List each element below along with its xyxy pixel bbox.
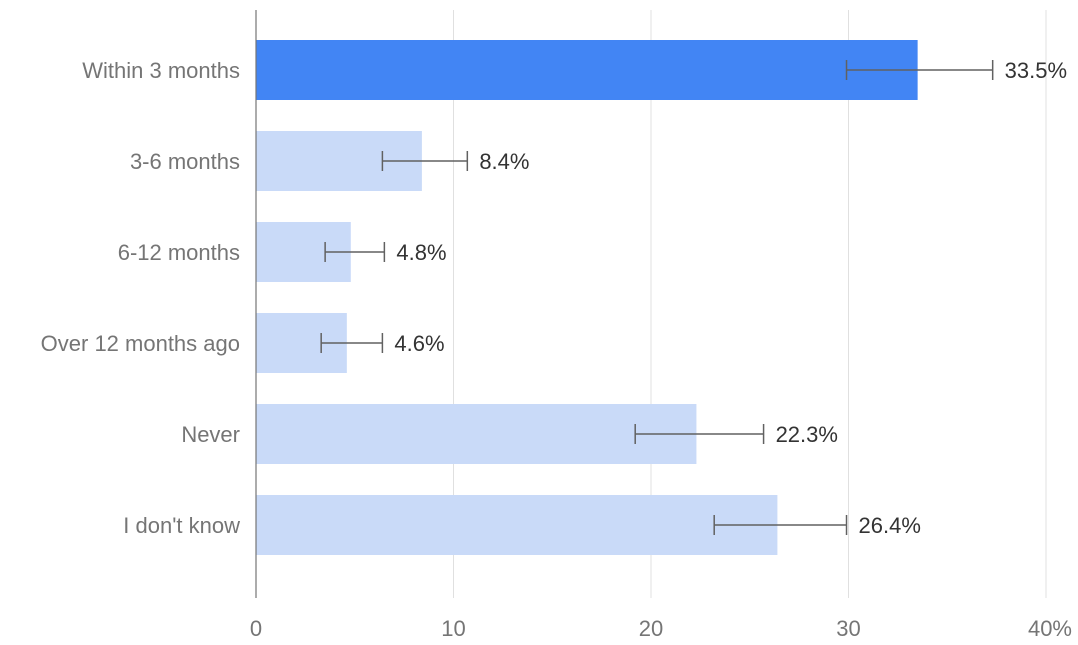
labels: 0 10 20 30 40% Within 3 months 33.5% 3-6 months… [41, 58, 1072, 641]
category-label: I don't know [123, 513, 240, 538]
data-label: 4.6% [394, 331, 444, 356]
category-label: Within 3 months [82, 58, 240, 83]
bar [256, 40, 918, 100]
bar [256, 495, 778, 555]
bars [256, 40, 918, 555]
data-label: 8.4% [479, 149, 529, 174]
error-bars [320, 60, 994, 535]
x-tick-label: 10 [441, 616, 465, 641]
data-label: 22.3% [776, 422, 838, 447]
bar [256, 404, 697, 464]
category-label: Over 12 months ago [41, 331, 240, 356]
data-label: 26.4% [859, 513, 921, 538]
x-tick-label: 30 [836, 616, 860, 641]
category-label: 3-6 months [130, 149, 240, 174]
category-label: 6-12 months [118, 240, 240, 265]
category-label: Never [181, 422, 240, 447]
data-label: 33.5% [1005, 58, 1067, 83]
data-label: 4.8% [396, 240, 446, 265]
x-tick-label: 0 [250, 616, 262, 641]
x-tick-label: 20 [639, 616, 663, 641]
x-tick-label: 40% [1028, 616, 1072, 641]
